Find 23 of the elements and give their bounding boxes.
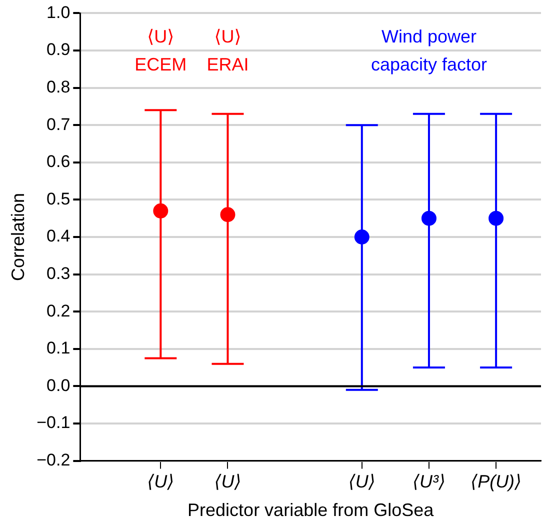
y-tick-label: 0.3 <box>46 264 70 283</box>
y-tick-label: 1.0 <box>46 2 70 22</box>
annotation: ⟨U⟩ ERAI <box>206 26 249 74</box>
y-tick-label: −0.1 <box>36 413 70 432</box>
annotation: ⟨U⟩ ECEM <box>134 26 187 74</box>
x-tick-label: ⟨U⟩ <box>348 472 376 492</box>
annotation: Wind power capacity factor <box>370 26 488 74</box>
y-tick-label: 0.1 <box>46 338 70 358</box>
y-tick-label: 0.7 <box>46 114 70 134</box>
y-tick-label: 0.5 <box>46 189 70 208</box>
y-axis-title: Correlation <box>8 192 28 282</box>
x-tick-label: ⟨P(U)⟩ <box>470 472 522 492</box>
y-tick-label: 0.2 <box>46 301 70 320</box>
y-tick-label: −0.2 <box>36 450 70 470</box>
x-tick-label: ⟨U⟩ <box>147 472 174 492</box>
x-axis-title: Predictor variable from GloSea <box>188 500 435 520</box>
x-tick-label: ⟨U³⟩ <box>412 472 446 492</box>
y-tick-label: 0.4 <box>46 226 70 246</box>
y-tick-label: 0.0 <box>46 376 70 395</box>
x-tick-label: ⟨U⟩ <box>214 472 242 492</box>
y-tick-label: 0.9 <box>46 40 70 60</box>
y-tick-label: 0.8 <box>46 77 70 96</box>
y-tick-label: 0.6 <box>46 152 70 172</box>
